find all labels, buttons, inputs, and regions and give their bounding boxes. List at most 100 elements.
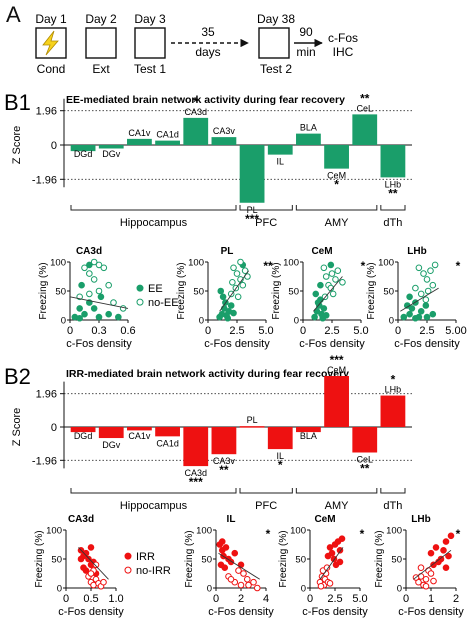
scatter-x-tick-label: 0 (213, 593, 219, 605)
scatter-title: LHb (407, 246, 426, 257)
bar-label: CeL (356, 103, 373, 113)
scatter-x-tick-label: 0 (307, 593, 313, 605)
scatter-title: IL (227, 514, 236, 525)
scatter-point (241, 267, 249, 275)
panel-b2: B2 IRR-mediated brain network activity d… (4, 353, 464, 618)
scatter-point (427, 549, 435, 557)
scatter-point (400, 313, 408, 321)
significance-marker: * (360, 527, 365, 541)
post-test-unit: min (296, 45, 315, 59)
scatter-y-label: Freezing (%) (271, 262, 282, 319)
legend-marker-open (124, 566, 132, 574)
scatter-y-tick-label: 0 (61, 316, 66, 327)
scatter-point (240, 570, 247, 577)
scatter-x-label: c-Fos density (58, 606, 124, 618)
bar-label: CA3d (184, 468, 207, 478)
scatter-point (119, 305, 127, 312)
y-tick-label: 0 (51, 422, 57, 434)
scatter-point (427, 570, 435, 577)
legend-marker-filled (124, 552, 132, 560)
scatter-y-tick-label: 100 (196, 526, 212, 537)
scatter-y-tick-label: 100 (188, 258, 204, 269)
scatter-point (76, 305, 83, 312)
panel-b2-title: IRR-mediated brain network activity duri… (66, 368, 349, 380)
scatter-point (417, 308, 425, 315)
y-axis-label: Z Score (11, 126, 23, 165)
y-tick-label: 1.96 (36, 106, 57, 118)
significance-marker: *** (245, 212, 259, 226)
scatter-x-tick-label: 2 (238, 593, 244, 605)
scatter-ca3d: CA3d 0 50 100 0 0.5 1.0c-Fos density Freezing (… (34, 514, 171, 618)
scatter-x-tick-label: 2.5 (419, 325, 434, 337)
scatter-y-tick-label: 0 (294, 316, 299, 327)
bar-lhb (380, 145, 406, 178)
bar-dgd (70, 427, 96, 433)
endpoint-label-line1: c-Fos (328, 31, 358, 45)
scatter-point (100, 264, 108, 272)
scatter-x-tick-label: 0.5 (83, 593, 98, 605)
scatter-point (406, 310, 413, 318)
scatter-point (324, 552, 332, 560)
scatter-point (323, 564, 331, 572)
scatter-y-tick-label: 50 (193, 287, 204, 298)
scatter-lhb: LHb * 0 50 100 0 2.5 5.00c-Fos density Freezing … (366, 246, 467, 350)
bar-ca1v (127, 138, 152, 145)
scatter-ca3d: CA3d 0 50 100 0 0.3 0.6c-Fos density Freezing (… (38, 246, 179, 350)
scatter-x-label: c-Fos density (204, 338, 270, 350)
group-label: dTh (383, 500, 402, 512)
scatter-point (422, 582, 430, 590)
scatter-x-tick-label: 1.0 (108, 593, 123, 605)
group-bracket (239, 205, 293, 211)
scatter-x-tick-label: 5.0 (258, 325, 273, 337)
scatter-point (95, 261, 103, 269)
scatter-y-tick-label: 50 (201, 555, 212, 566)
scatter-point (314, 299, 322, 306)
bar-label: DGv (102, 149, 121, 159)
scatter-y-tick-label: 50 (295, 555, 306, 566)
scatter-point (334, 267, 342, 275)
bar-ca1d (155, 140, 180, 145)
scatter-x-tick-label: 1 (428, 593, 434, 605)
scatter-point (427, 267, 434, 275)
legend-label: IRR (136, 551, 155, 563)
y-tick-label: 0 (51, 140, 57, 152)
scatter-point (420, 270, 427, 277)
y-tick-label: 1.96 (36, 389, 57, 401)
schedule-session-label: Test 1 (134, 62, 166, 76)
schedule-box-day2: Day 2 Ext (85, 12, 117, 76)
scatter-point (317, 582, 325, 590)
legend-marker-filled (136, 284, 144, 292)
bar-label: CeM (327, 171, 346, 181)
scatter-point (87, 544, 95, 551)
regression-line (69, 296, 129, 309)
scatter-point (97, 293, 105, 301)
scatter-point (219, 293, 227, 301)
significance-marker: * (266, 527, 271, 541)
scatter-point (105, 281, 112, 289)
scatter-point (417, 290, 425, 298)
significance-marker: *** (189, 475, 203, 489)
scatter-y-tick-label: 50 (383, 287, 394, 298)
scatter-point (229, 279, 236, 286)
regression-line (78, 547, 109, 580)
bar-label: CA1v (128, 128, 151, 138)
scatter-point (440, 547, 447, 554)
scatter-point (218, 538, 226, 545)
scatter-point (87, 570, 95, 577)
scatter-point (422, 296, 430, 304)
scatter-x-tick-label: 0.3 (91, 325, 106, 337)
schedule-day-label: Day 38 (257, 12, 295, 26)
scatter-point (322, 273, 330, 280)
scatter-point (442, 538, 450, 545)
y-tick-label: -1.96 (32, 174, 57, 186)
scatter-x-tick-label: 2.5 (229, 325, 244, 337)
scatter-y-label: Freezing (%) (374, 530, 385, 587)
schedule-session-label: Cond (37, 62, 66, 76)
scatter-point (237, 561, 245, 569)
bar-label: CA3d (184, 107, 207, 117)
scatter-point (430, 577, 437, 585)
legend-marker-open (136, 298, 144, 306)
significance-marker: * (278, 458, 283, 472)
scatter-point (338, 535, 346, 543)
